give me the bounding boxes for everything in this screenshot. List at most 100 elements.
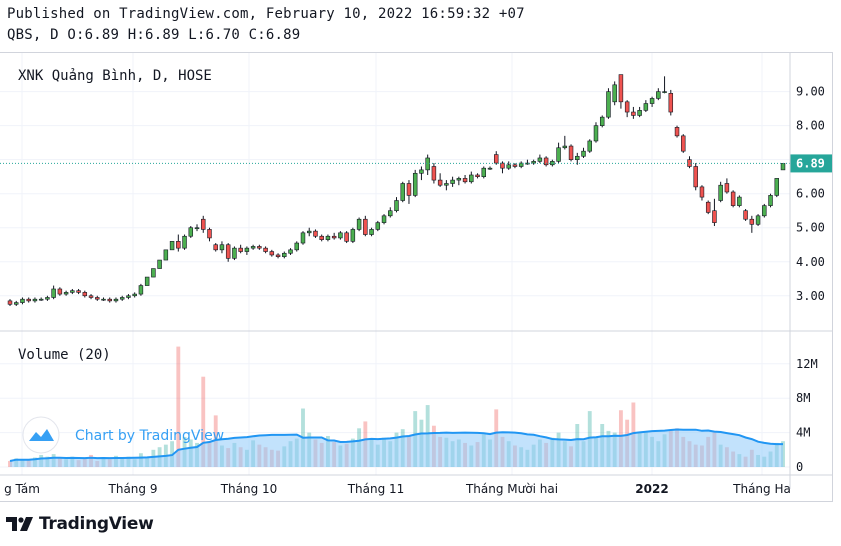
candle-body xyxy=(269,251,275,256)
candle-body xyxy=(207,229,212,239)
candle-body xyxy=(624,101,630,113)
volume-ma-area xyxy=(9,428,783,467)
ohlc-line: QBS, D O:6.89 H:6.89 L:6.70 C:6.89 xyxy=(7,27,301,43)
candle-body xyxy=(743,210,748,220)
candle-body xyxy=(512,164,518,167)
time-tick-label: 2022 xyxy=(635,482,668,496)
price-tick-label: 9.00 xyxy=(796,85,825,99)
candle-body xyxy=(656,91,661,99)
candle-body xyxy=(107,298,112,302)
candle-body xyxy=(518,162,524,167)
tradingview-logo-icon xyxy=(6,517,33,531)
candle-body xyxy=(693,166,698,188)
candle-body xyxy=(288,249,293,254)
candle-body xyxy=(556,147,561,162)
candle-body xyxy=(487,167,493,170)
last-price-badge xyxy=(790,154,832,173)
volume-legend[interactable]: Volume (20) xyxy=(18,347,111,363)
candle-body xyxy=(724,183,730,193)
price-pane xyxy=(0,74,790,306)
candle-body xyxy=(313,230,318,237)
volume-ma-fill xyxy=(10,429,783,467)
candle-body xyxy=(132,293,137,297)
tradingview-watermark[interactable]: Chart by TradingView xyxy=(22,416,224,454)
candle-body xyxy=(32,298,38,302)
candle-body xyxy=(225,244,231,259)
candle-body xyxy=(705,201,711,213)
candle-body xyxy=(82,292,88,297)
tradingview-brand[interactable]: TradingView xyxy=(6,512,154,536)
candle-body xyxy=(681,135,686,152)
candle-body xyxy=(119,297,125,300)
candle-body xyxy=(45,297,50,300)
candle-body xyxy=(762,205,767,217)
candle-body xyxy=(730,191,736,206)
candle-body xyxy=(331,235,337,239)
candle-body xyxy=(95,297,100,300)
price-tick-label: 5.00 xyxy=(796,221,825,235)
candle-body xyxy=(176,241,181,249)
candle-body xyxy=(113,298,119,302)
volume-tick-label: 4M xyxy=(796,426,810,440)
candle-body xyxy=(587,140,592,152)
candle-body xyxy=(444,183,449,186)
candle-body xyxy=(531,161,536,164)
time-tick-label: Tháng 10 xyxy=(220,482,278,496)
candle-body xyxy=(780,163,786,171)
candle-body xyxy=(306,230,312,234)
watermark-badge xyxy=(22,416,60,454)
candle-body xyxy=(456,178,462,181)
time-tick-label: Tháng Ha xyxy=(732,482,791,496)
symbol-legend[interactable]: XNK Quảng Bình, D, HOSE xyxy=(18,68,212,84)
candle-body xyxy=(575,155,580,160)
candle-body xyxy=(643,103,649,111)
candle-body xyxy=(612,84,617,103)
candle-body xyxy=(57,288,63,295)
candle-body xyxy=(51,288,56,298)
time-tick-label: Tháng 11 xyxy=(347,482,405,496)
candle-body xyxy=(737,196,742,206)
candle-body xyxy=(662,91,667,93)
candle-body xyxy=(419,169,424,174)
candle-body xyxy=(369,229,374,235)
candle-body xyxy=(7,300,13,305)
candle-body xyxy=(500,162,505,169)
candle-body xyxy=(182,235,187,249)
candle-body xyxy=(244,247,250,252)
candle-body xyxy=(712,210,717,223)
watermark-text[interactable]: Chart by TradingView xyxy=(75,428,224,444)
candle-body xyxy=(76,290,81,293)
candle-body xyxy=(325,235,331,240)
candle-body xyxy=(718,184,723,201)
candle-body xyxy=(63,292,69,295)
published-line: Published on TradingView.com, February 1… xyxy=(7,6,525,22)
time-tick-label: Tháng Mười hai xyxy=(465,482,558,496)
candle-body xyxy=(450,179,455,184)
candle-body xyxy=(157,259,162,269)
candle-body xyxy=(412,172,418,196)
candle-body xyxy=(494,154,499,164)
candle-body xyxy=(469,174,474,183)
candle-body xyxy=(219,244,225,251)
candle-body xyxy=(537,157,543,162)
candle-body xyxy=(88,295,94,298)
candle-body xyxy=(674,127,680,137)
candle-body xyxy=(637,110,642,116)
brand-text: TradingView xyxy=(39,514,154,534)
candle-body xyxy=(250,246,256,249)
candle-body xyxy=(232,247,237,259)
candle-body xyxy=(26,298,31,302)
candle-body xyxy=(319,235,324,240)
candle-body xyxy=(475,174,480,177)
volume-tick-label: 8M xyxy=(796,391,810,405)
price-tick-label: 4.00 xyxy=(796,255,825,269)
volume-tick-label: 0 xyxy=(796,460,803,474)
candle-body xyxy=(388,210,393,217)
candle-body xyxy=(350,229,356,242)
candle-body xyxy=(38,298,44,301)
candle-body xyxy=(300,232,306,244)
candle-body xyxy=(599,116,605,126)
